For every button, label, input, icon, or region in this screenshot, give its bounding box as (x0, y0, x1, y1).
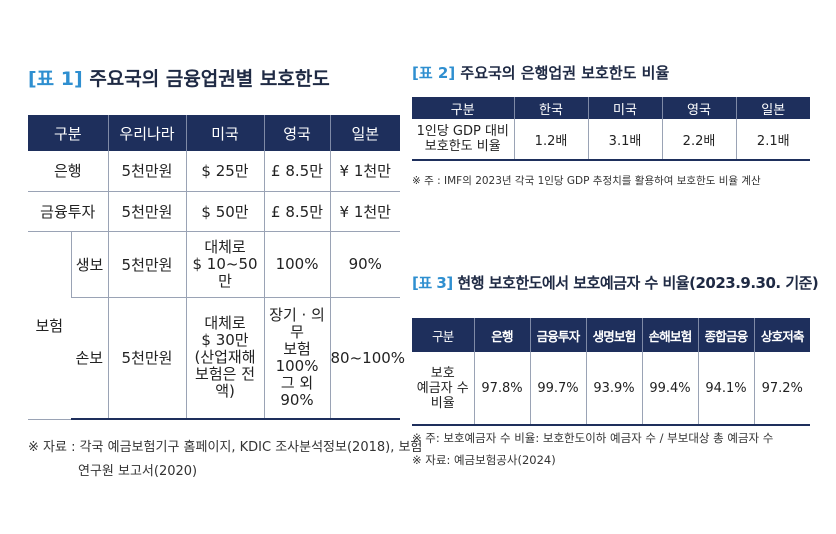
t3-row-label-line: 예금자 수 (416, 380, 469, 396)
t1-header-korea: 우리나라 (107, 115, 187, 151)
table1-note-line2: 연구원 보고서(2020) (78, 464, 198, 479)
t1-cell-multiline: 장기 · 의무 보험 100% 그 외 90% (263, 297, 331, 420)
t1-cell: 90% (329, 231, 401, 298)
t3-header-nonlife: 손해보험 (641, 318, 698, 352)
table1: 구분 우리나라 미국 영국 일본 은행 5천만원 $ 25만 £ 8.5만 ¥ … (28, 115, 405, 420)
t2-header-us: 미국 (587, 97, 662, 119)
t2-header-japan: 일본 (735, 97, 810, 119)
t3-cell: 94.1% (697, 352, 754, 426)
t1-header-us: 미국 (185, 115, 265, 151)
table2-tag: [표 2] (412, 64, 456, 82)
table1-title-text: 주요국의 금융업권별 보호한도 (89, 68, 330, 90)
table3-note2: ※ 자료: 예금보험공사(2024) (412, 453, 556, 467)
t1-row-bank: 은행 5천만원 $ 25만 £ 8.5만 ¥ 1천만 (28, 151, 401, 192)
t1-cell-line: 대체로 (204, 314, 246, 333)
table3-title: [표 3] 현행 보호한도에서 보호예금자 수 비율(2023.9.30. 기준… (412, 272, 819, 293)
t3-header-savings: 상호저축 (753, 318, 810, 352)
t3-row-label-line: 보호 (430, 365, 455, 381)
t1-cell: £ 8.5만 (263, 191, 331, 232)
t3-cell: 97.8% (473, 352, 530, 426)
t1-cell: 금융투자 (28, 191, 109, 232)
t1-cell: 5천만원 (107, 297, 187, 420)
t1-cell: 5천만원 (107, 231, 187, 298)
t1-cell-line: 장기 · 의무 (269, 305, 325, 341)
table1-title: [표 1] 주요국의 금융업권별 보호한도 (28, 64, 330, 91)
t2-row-label: 1인당 GDP 대비 보호한도 비율 (412, 119, 514, 161)
t3-header-merchant: 종합금융 (697, 318, 754, 352)
table1-tag: [표 1] (28, 68, 83, 90)
t1-cell-line: 보험 100% (275, 339, 319, 375)
t1-cell-line: $ 10~50만 (192, 254, 258, 290)
table2-title: [표 2] 주요국의 은행업권 보호한도 비율 (412, 62, 669, 83)
t1-cell-line: $ 30만 (201, 331, 249, 350)
t3-row: 보호 예금자 수 비율 97.8% 99.7% 93.9% 99.4% 94.1… (412, 352, 810, 426)
table3-tag: [표 3] (412, 274, 453, 292)
t1-cell: 5천만원 (107, 151, 187, 192)
t2-cell: 3.1배 (587, 119, 662, 161)
t2-row: 1인당 GDP 대비 보호한도 비율 1.2배 3.1배 2.2배 2.1배 (412, 119, 810, 161)
t1-cell: 손보 (71, 297, 109, 420)
t3-cell: 97.2% (753, 352, 810, 426)
t3-header-invest: 금융투자 (529, 318, 586, 352)
t3-header-life: 생명보험 (585, 318, 642, 352)
table3: 구분 은행 금융투자 생명보험 손해보험 종합금융 상호저축 보호 예금자 수 … (412, 318, 810, 426)
t2-cell: 1.2배 (513, 119, 588, 161)
table1-note-line1: ※ 자료 : 각국 예금보험기구 홈페이지, KDIC 조사분석정보(2018)… (28, 440, 423, 455)
t2-header-uk: 영국 (661, 97, 736, 119)
t1-cell: £ 8.5만 (263, 151, 331, 192)
t1-cell-line: 대체로 (204, 237, 246, 256)
t2-row-label-line: 1인당 GDP 대비 (416, 124, 509, 139)
t1-header-uk: 영국 (263, 115, 331, 151)
t3-row-label: 보호 예금자 수 비율 (412, 352, 474, 426)
t1-header-japan: 일본 (329, 115, 401, 151)
t2-row-label-line: 보호한도 비율 (424, 139, 501, 154)
t1-cell-line: (산업재해 (194, 348, 256, 367)
t3-cell: 99.7% (529, 352, 586, 426)
t1-cell: 은행 (28, 151, 109, 192)
table3-note1: ※ 주: 보호예금자 수 비율: 보호한도이하 예금자 수 / 부보대상 총 예… (412, 431, 774, 445)
t3-header-bank: 은행 (473, 318, 530, 352)
t1-row-invest: 금융투자 5천만원 $ 50만 £ 8.5만 ¥ 1천만 (28, 191, 401, 232)
t1-row-life: 보험 생보 5천만원 대체로 $ 10~50만 100% 90% (28, 231, 401, 420)
t1-cell: $ 50만 (185, 191, 265, 232)
t2-cell: 2.2배 (661, 119, 736, 161)
t1-row-nonlife: 손보 5천만원 대체로 $ 30만 (산업재해 보험은 전액) 장기 · 의무 … (28, 297, 405, 420)
t1-cell: 100% (263, 231, 331, 298)
table3-title-text: 현행 보호한도에서 보호예금자 수 비율(2023.9.30. 기준) (457, 274, 819, 292)
t1-cell-line: 그 외 90% (280, 373, 314, 409)
t1-cell: ¥ 1천만 (329, 191, 401, 232)
t1-cell: ¥ 1천만 (329, 151, 401, 192)
t2-header-korea: 한국 (513, 97, 588, 119)
t1-cell: 80~100% (329, 297, 405, 420)
t1-cell-multiline: 대체로 $ 10~50만 (185, 231, 265, 298)
table2-title-text: 주요국의 은행업권 보호한도 비율 (460, 64, 670, 82)
t2-header-category: 구분 (412, 97, 514, 119)
t3-row-label-line: 비율 (430, 395, 455, 411)
t1-cell-multiline: 대체로 $ 30만 (산업재해 보험은 전액) (185, 297, 265, 420)
t1-header-category: 구분 (28, 115, 109, 151)
t1-cell: $ 25만 (185, 151, 265, 192)
t3-cell: 93.9% (585, 352, 642, 426)
t1-cell-line: 보험은 전액) (195, 365, 255, 401)
t1-insurance-label: 보험 (28, 231, 71, 420)
t2-cell: 2.1배 (735, 119, 810, 161)
t1-cell: 5천만원 (107, 191, 187, 232)
table2-note: ※ 주 : IMF의 2023년 각국 1인당 GDP 추정치를 활용하여 보호… (412, 175, 761, 187)
t3-cell: 99.4% (641, 352, 698, 426)
table2: 구분 한국 미국 영국 일본 1인당 GDP 대비 보호한도 비율 1.2배 3… (412, 97, 810, 161)
t1-cell: 생보 (70, 231, 109, 298)
t3-header-category: 구분 (412, 318, 474, 352)
